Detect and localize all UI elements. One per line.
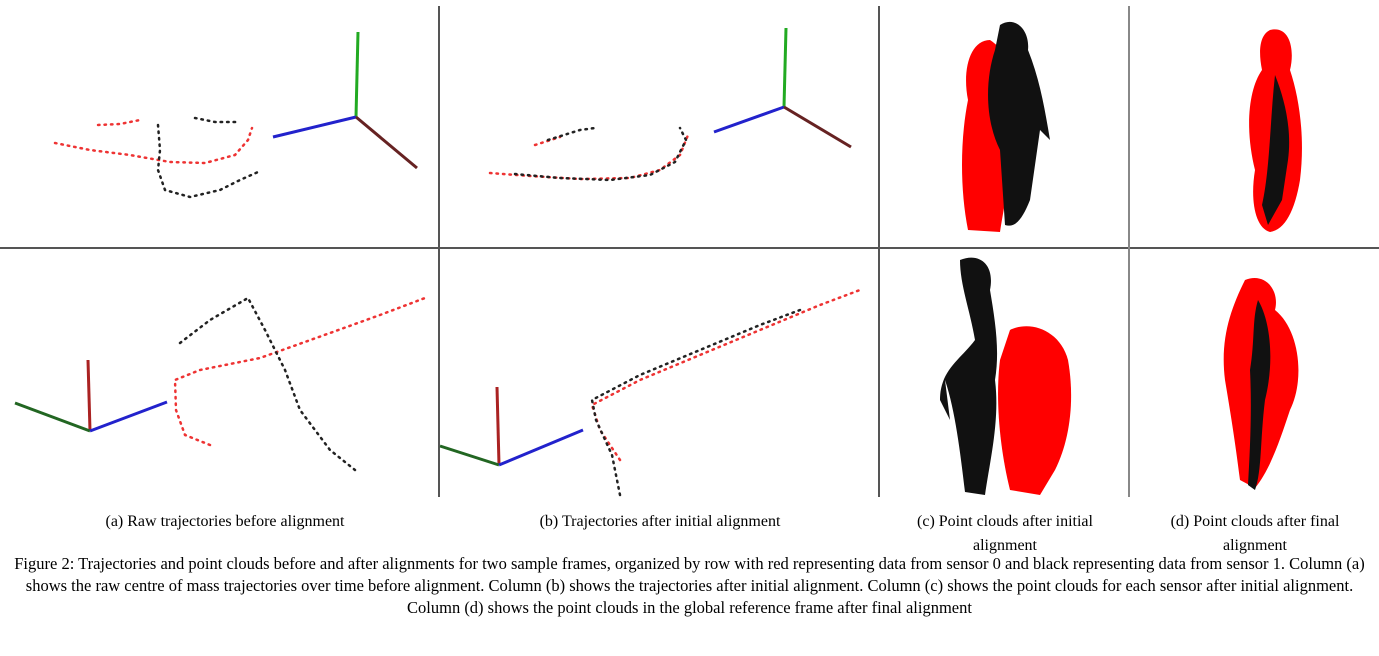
trajectory	[592, 290, 860, 460]
trajectory	[55, 128, 252, 163]
trajectory	[98, 120, 140, 125]
trajectory	[592, 310, 800, 495]
trajectory	[515, 128, 686, 180]
trajectory	[175, 298, 425, 445]
figure-panels	[0, 0, 1379, 500]
figure-caption: Figure 2: Trajectories and point clouds …	[10, 553, 1369, 619]
page: {"subfigures": [ {"label": "(a) Raw traj…	[0, 0, 1379, 656]
subfigure-label: (a) Raw trajectories before alignment	[90, 510, 360, 534]
axis-line	[784, 28, 786, 107]
panel-a-top	[55, 32, 417, 197]
trajectory	[158, 125, 258, 197]
panel-c-top	[962, 22, 1050, 232]
axis-line	[356, 117, 417, 168]
panel-a-bottom	[15, 298, 425, 470]
panel-b-bottom	[440, 290, 860, 495]
subfigure-label: (c) Point clouds after initial alignment	[905, 510, 1105, 558]
axis-line	[497, 387, 499, 465]
trajectory	[180, 298, 355, 470]
axis-line	[440, 446, 499, 465]
axis-line	[90, 402, 167, 431]
axis-line	[356, 32, 358, 117]
panel-d-top	[1249, 29, 1302, 232]
axis-line	[499, 430, 583, 465]
axis-line	[15, 403, 90, 431]
panel-c-bottom	[940, 258, 1071, 495]
point-cloud	[998, 326, 1071, 495]
trajectory	[490, 135, 688, 179]
axis-line	[714, 107, 784, 132]
axis-line	[784, 107, 851, 147]
subfigure-label: (d) Point clouds after final alignment	[1160, 510, 1350, 558]
axis-line	[88, 360, 90, 431]
axis-line	[273, 117, 356, 137]
panel-b-top	[490, 28, 851, 180]
point-cloud	[940, 258, 997, 495]
panel-d-bottom	[1224, 278, 1299, 490]
subfigure-label: (b) Trajectories after initial alignment	[470, 510, 850, 534]
trajectory	[548, 128, 595, 140]
trajectory	[195, 118, 240, 122]
